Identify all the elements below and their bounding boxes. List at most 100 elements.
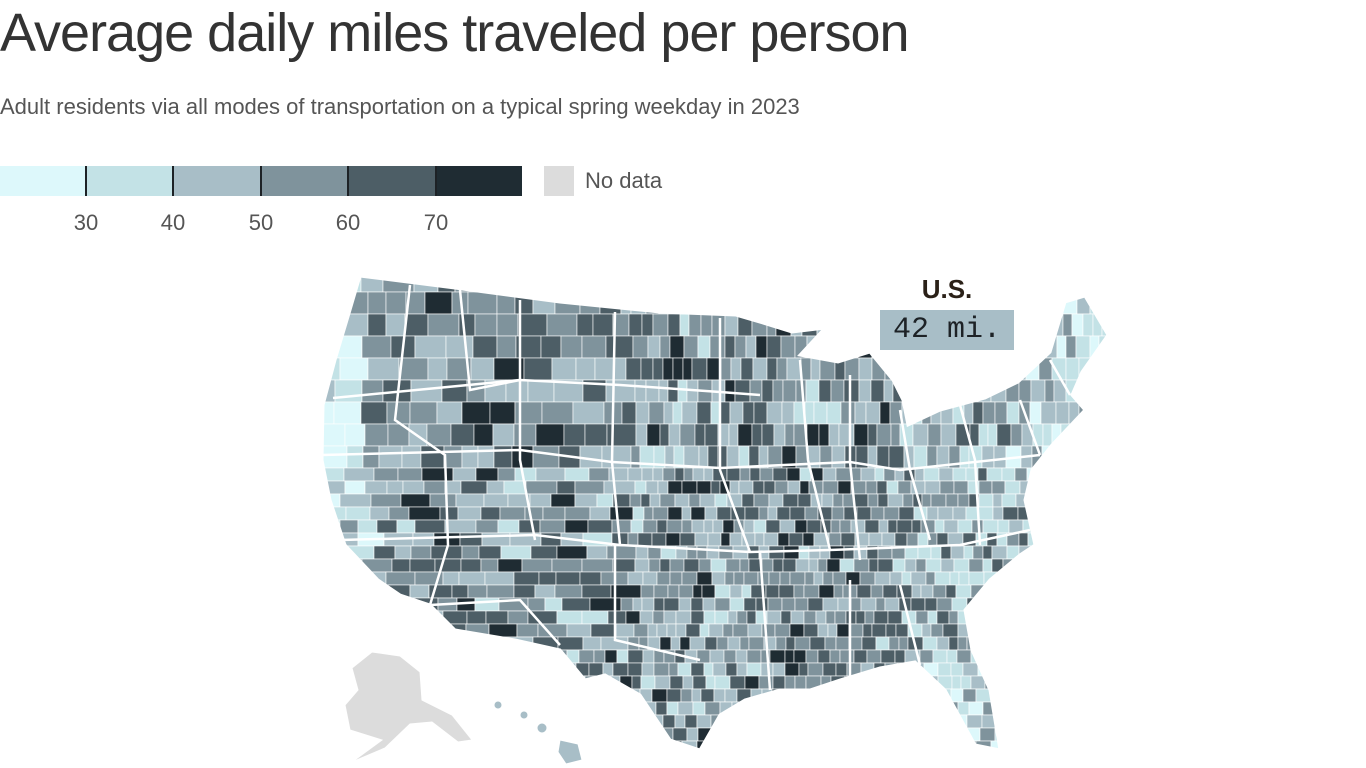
county-cell: [945, 584, 957, 599]
county-cell: [606, 727, 620, 742]
county-cell: [967, 379, 979, 403]
county-cell: [1040, 662, 1052, 677]
county-cell: [768, 493, 784, 508]
county-cell: [617, 701, 629, 716]
county-cell: [771, 276, 783, 293]
county-cell: [471, 714, 483, 729]
county-cell: [807, 701, 820, 716]
county-cell: [361, 335, 392, 359]
county-cell: [966, 714, 983, 729]
county-cell: [679, 636, 691, 651]
county-cell: [667, 313, 681, 337]
county-cell: [429, 493, 457, 508]
county-cell: [876, 701, 887, 716]
county-cell: [948, 636, 959, 651]
county-cell: [898, 688, 911, 703]
county-cell: [992, 493, 1003, 508]
county-cell: [480, 506, 501, 521]
county-cell: [1039, 506, 1055, 521]
county-cell: [884, 714, 900, 729]
county-cell: [962, 357, 975, 381]
county-cell: [887, 519, 898, 534]
county-cell: [506, 688, 521, 703]
county-cell: [797, 714, 813, 729]
county-cell: [657, 480, 669, 495]
county-cell: [1041, 727, 1058, 742]
county-cell: [703, 467, 714, 482]
county-cell: [1060, 688, 1074, 703]
county-cell: [322, 545, 348, 560]
county-cell: [333, 401, 362, 425]
county-cell: [727, 610, 738, 625]
county-cell: [846, 754, 856, 767]
county-cell: [391, 558, 411, 573]
county-cell: [1031, 571, 1046, 586]
county-cell: [982, 649, 996, 664]
legend-bin-40-50: [174, 166, 261, 196]
county-cell: [793, 584, 805, 599]
county-cell: [829, 649, 841, 664]
county-cell: [1070, 662, 1082, 677]
county-cell: [666, 519, 683, 534]
county-cell: [543, 754, 555, 767]
county-cell: [566, 623, 592, 638]
county-cell: [1053, 636, 1065, 651]
legend-label-60: 60: [335, 210, 361, 235]
county-cell: [1071, 571, 1086, 586]
legend-no-data-swatch: [544, 166, 574, 196]
county-cell: [688, 313, 702, 337]
county-cell: [1038, 313, 1050, 337]
county-cell: [322, 623, 340, 638]
county-cell: [690, 662, 705, 677]
county-cell: [588, 714, 602, 729]
county-cell: [1030, 379, 1046, 403]
county-cell: [1027, 623, 1038, 638]
county-cell: [471, 636, 504, 651]
county-cell: [1023, 649, 1036, 664]
county-cell: [1005, 740, 1018, 750]
county-cell: [729, 532, 743, 547]
county-cell: [582, 727, 597, 742]
county-cell: [711, 754, 721, 767]
county-cell: [656, 623, 668, 638]
county-cell: [705, 675, 716, 690]
county-cell: [828, 423, 840, 447]
county-cell: [1065, 714, 1078, 729]
county-cell: [737, 423, 753, 447]
county-cell: [482, 675, 498, 690]
county-cell: [659, 493, 676, 508]
county-cell: [1033, 688, 1050, 703]
county-cell: [724, 379, 736, 403]
county-cell: [642, 649, 655, 664]
county-cell: [322, 662, 328, 677]
county-cell: [360, 401, 388, 425]
county-cell: [339, 519, 359, 534]
county-cell: [627, 649, 644, 664]
county-cell: [547, 688, 558, 703]
county-cell: [1067, 545, 1078, 560]
county-cell: [498, 727, 511, 742]
county-cell: [922, 357, 934, 381]
county-cell: [1099, 423, 1108, 447]
county-cell: [711, 313, 726, 337]
county-cell: [1018, 597, 1030, 612]
county-cell: [444, 649, 459, 664]
county-cell: [822, 480, 839, 495]
county-cell: [1003, 623, 1019, 638]
county-cell: [334, 379, 363, 403]
county-cell: [830, 519, 841, 534]
county-cell: [1040, 401, 1057, 425]
county-cell: [648, 558, 661, 573]
county-cell: [1058, 649, 1075, 664]
county-cell: [986, 662, 998, 677]
us-average-callout: U.S. 42 mi.: [880, 272, 1014, 350]
county-cell: [579, 571, 602, 586]
county-cell: [909, 688, 924, 703]
county-cell: [951, 675, 962, 690]
county-cell: [784, 675, 796, 690]
county-cell: [755, 335, 768, 359]
county-cell: [342, 636, 366, 651]
county-cell: [959, 445, 970, 469]
county-cell: [700, 688, 715, 703]
county-cell: [860, 597, 877, 612]
